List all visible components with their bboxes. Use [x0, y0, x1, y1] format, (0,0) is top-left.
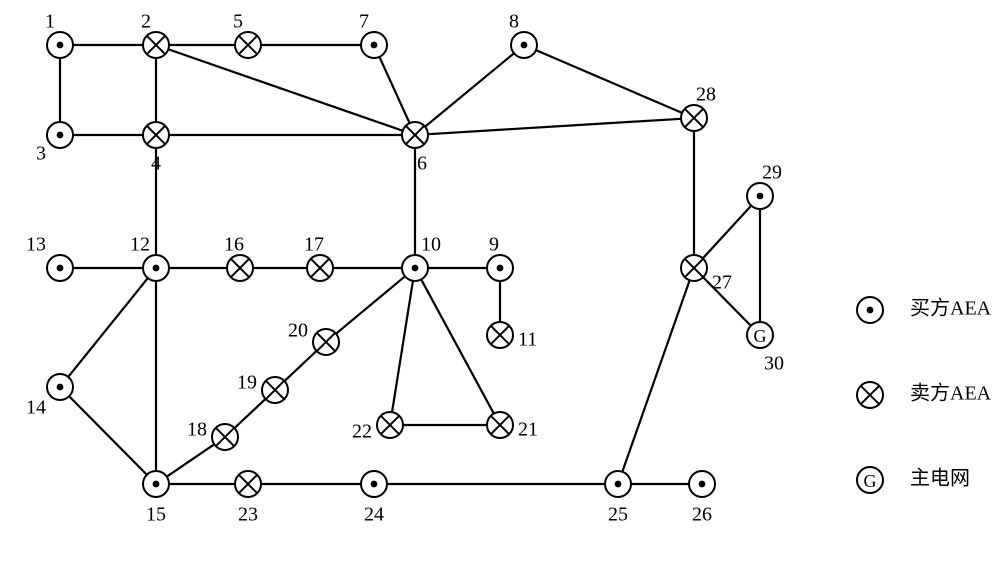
node-label-24: 24 [364, 504, 384, 526]
node-25 [605, 471, 631, 497]
node-label-7: 7 [359, 11, 369, 33]
node-10 [402, 255, 428, 281]
node-label-6: 6 [417, 153, 427, 175]
node-label-13: 13 [26, 234, 46, 256]
node-label-18: 18 [187, 419, 207, 441]
node-label-10: 10 [421, 234, 441, 256]
svg-text:G: G [754, 326, 767, 346]
legend-item-grid: G 主电网 [857, 467, 970, 493]
node-5 [235, 32, 261, 58]
node-label-26: 26 [692, 504, 712, 526]
node-label-14: 14 [26, 397, 46, 419]
node-7 [361, 32, 387, 58]
node-13 [47, 255, 73, 281]
node-26 [689, 471, 715, 497]
node-label-8: 8 [509, 11, 519, 33]
node-23 [235, 471, 261, 497]
edge [336, 276, 405, 333]
node-label-11: 11 [518, 329, 537, 351]
edge [622, 280, 689, 471]
edge [167, 444, 215, 476]
node-28 [681, 105, 707, 131]
edge [421, 279, 494, 413]
node-21 [487, 412, 513, 438]
node-label-2: 2 [141, 11, 151, 33]
node-11 [487, 322, 513, 348]
node-20 [313, 329, 339, 355]
edge [168, 49, 402, 130]
legend-label: 主电网 [910, 467, 970, 490]
node-label-27: 27 [712, 272, 732, 294]
edge [425, 53, 514, 126]
node-label-25: 25 [608, 504, 628, 526]
node-label-23: 23 [238, 504, 258, 526]
node-label-20: 20 [288, 320, 308, 342]
legend-item-buyer: 买方AEA [857, 297, 992, 323]
node-19 [262, 377, 288, 403]
node-16 [227, 255, 253, 281]
node-18 [212, 424, 238, 450]
node-29 [747, 183, 773, 209]
node-label-15: 15 [146, 504, 166, 526]
edge [284, 351, 316, 381]
node-label-1: 1 [45, 11, 55, 33]
node-label-30: 30 [764, 353, 784, 375]
node-label-16: 16 [224, 234, 244, 256]
node-label-3: 3 [36, 143, 46, 165]
svg-text:G: G [864, 471, 877, 491]
edge [392, 281, 413, 412]
node-17 [307, 255, 333, 281]
node-label-5: 5 [233, 11, 243, 33]
node-label-17: 17 [304, 234, 324, 256]
node-8 [511, 32, 537, 58]
node-27 [681, 255, 707, 281]
node-12 [143, 255, 169, 281]
edge [536, 50, 682, 113]
node-label-28: 28 [696, 84, 716, 106]
node-4 [143, 122, 169, 148]
edge [234, 399, 265, 428]
legend-item-seller: 卖方AEA [857, 382, 992, 408]
edge [379, 57, 409, 123]
node-label-12: 12 [130, 234, 150, 256]
node-30: G [747, 322, 773, 348]
node-label-29: 29 [762, 162, 782, 184]
node-2 [143, 32, 169, 58]
node-label-9: 9 [489, 234, 499, 256]
node-3 [47, 122, 73, 148]
node-label-19: 19 [237, 372, 257, 394]
legend-label: 卖方AEA [910, 382, 992, 405]
node-22 [377, 412, 403, 438]
node-9 [487, 255, 513, 281]
edge [703, 206, 751, 259]
node-24 [361, 471, 387, 497]
node-label-22: 22 [352, 421, 372, 443]
legend-label: 买方AEA [910, 297, 992, 320]
node-15 [143, 471, 169, 497]
node-6 [402, 122, 428, 148]
edge [69, 396, 147, 475]
node-1 [47, 32, 73, 58]
edge [428, 119, 681, 134]
edge [68, 278, 148, 377]
node-14 [47, 374, 73, 400]
node-label-4: 4 [151, 153, 161, 175]
node-label-21: 21 [518, 419, 538, 441]
